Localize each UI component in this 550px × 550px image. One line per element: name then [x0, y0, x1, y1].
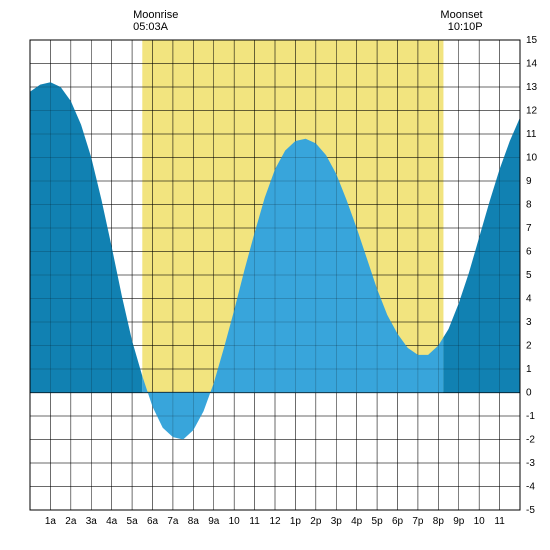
x-tick-label: 1a — [45, 516, 57, 527]
y-tick-label: 10 — [526, 153, 538, 164]
x-tick-label: 3a — [86, 516, 98, 527]
x-tick-label: 10 — [474, 516, 486, 527]
x-tick-label: 5p — [372, 516, 384, 527]
chart-svg: 1a2a3a4a5a6a7a8a9a1011121p2p3p4p5p6p7p8p… — [0, 0, 550, 550]
x-tick-label: 2a — [65, 516, 77, 527]
x-tick-label: 2p — [310, 516, 322, 527]
y-tick-label: 6 — [526, 247, 532, 258]
x-tick-label: 8a — [188, 516, 200, 527]
y-tick-label: 11 — [526, 129, 537, 140]
y-tick-label: -4 — [526, 482, 535, 493]
x-tick-label: 9p — [453, 516, 465, 527]
x-tick-label: 6a — [147, 516, 159, 527]
x-tick-label: 8p — [433, 516, 445, 527]
moonset-title: Moonset — [440, 9, 482, 21]
moonrise-title: Moonrise — [133, 9, 178, 21]
x-tick-label: 6p — [392, 516, 404, 527]
y-tick-label: 9 — [526, 176, 532, 187]
y-tick-label: 15 — [526, 35, 538, 46]
x-tick-label: 4a — [106, 516, 118, 527]
y-tick-label: 7 — [526, 223, 532, 234]
x-tick-label: 12 — [269, 516, 281, 527]
x-tick-label: 9a — [208, 516, 220, 527]
y-tick-label: 1 — [526, 364, 532, 375]
x-tick-label: 5a — [127, 516, 139, 527]
y-tick-label: 4 — [526, 294, 532, 305]
y-tick-label: -2 — [526, 435, 535, 446]
x-tick-label: 4p — [351, 516, 363, 527]
x-tick-label: 7p — [412, 516, 424, 527]
moonrise-time: 05:03A — [133, 21, 169, 33]
y-tick-label: -3 — [526, 458, 535, 469]
tide-chart: 1a2a3a4a5a6a7a8a9a1011121p2p3p4p5p6p7p8p… — [0, 0, 550, 550]
x-tick-label: 10 — [229, 516, 241, 527]
y-tick-label: 8 — [526, 200, 532, 211]
y-tick-label: 12 — [526, 106, 538, 117]
moonset-time: 10:10P — [448, 21, 483, 33]
y-tick-label: 13 — [526, 82, 538, 93]
x-tick-label: 11 — [249, 516, 260, 527]
y-tick-label: -5 — [526, 505, 535, 516]
x-tick-label: 1p — [290, 516, 302, 527]
x-tick-label: 11 — [494, 516, 505, 527]
y-tick-label: 2 — [526, 341, 532, 352]
y-tick-label: 5 — [526, 270, 532, 281]
y-tick-label: 0 — [526, 388, 532, 399]
x-tick-label: 7a — [167, 516, 179, 527]
y-tick-label: 14 — [526, 59, 538, 70]
y-tick-label: 3 — [526, 317, 532, 328]
x-tick-label: 3p — [331, 516, 343, 527]
y-tick-label: -1 — [526, 411, 535, 422]
